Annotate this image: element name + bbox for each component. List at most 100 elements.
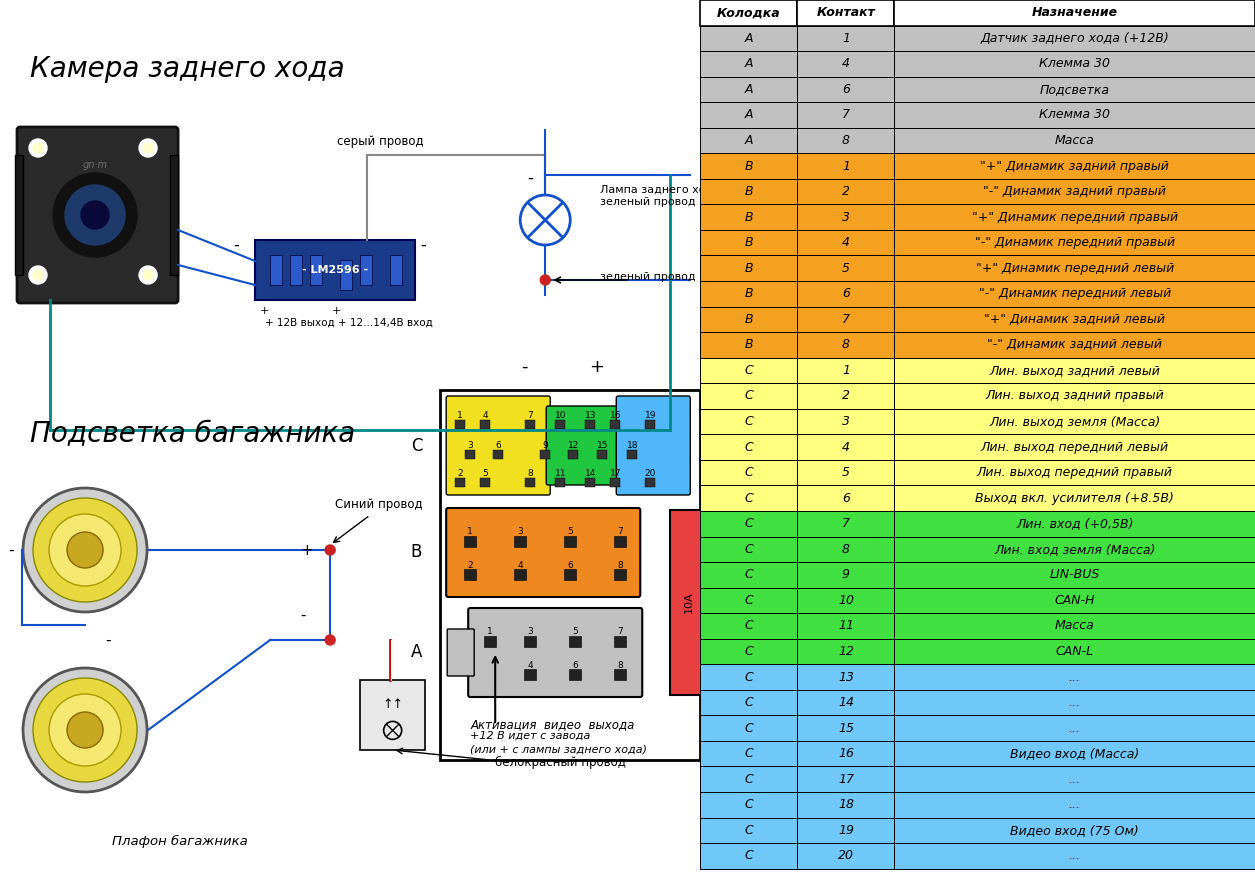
Text: gn·m: gn·m [83,160,108,170]
Text: серый провод: серый провод [336,135,423,148]
Bar [555,478,565,487]
FancyBboxPatch shape [447,508,640,597]
Text: A: A [410,643,422,661]
Bar [895,766,1255,792]
Bar [585,478,595,487]
Bar [700,843,797,869]
Circle shape [49,694,120,766]
Bar [390,255,402,285]
Bar [895,179,1255,204]
Text: Клемма 30: Клемма 30 [1039,108,1111,121]
Bar [570,669,581,680]
Bar [797,179,895,204]
Text: 9: 9 [842,568,850,581]
Bar [700,817,797,843]
FancyBboxPatch shape [616,396,690,495]
Bar [700,792,797,817]
Bar [797,792,895,817]
Text: A: A [744,134,753,147]
Text: C: C [744,670,753,684]
Bar [895,358,1255,383]
Bar [700,690,797,715]
Bar [797,332,895,358]
Text: B: B [744,160,753,173]
Bar [525,669,536,680]
Circle shape [325,545,335,555]
Text: ...: ... [1069,670,1081,684]
Text: A: A [744,108,753,121]
Circle shape [143,143,153,153]
Text: "-" Динамик передний левый: "-" Динамик передний левый [979,287,1171,300]
Text: 10А: 10А [684,592,694,614]
Text: 7: 7 [527,411,533,421]
Text: Активация  видео  выхода: Активация видео выхода [471,718,635,731]
Text: -: - [420,236,425,254]
Bar [526,420,535,429]
Text: B: B [744,313,753,326]
Bar [700,715,797,741]
FancyBboxPatch shape [468,608,643,697]
Bar [700,460,797,485]
Bar [797,613,895,639]
Text: 1: 1 [842,31,850,45]
Text: 4: 4 [842,441,850,454]
Text: -: - [521,358,527,376]
Bar [700,613,797,639]
Text: 5: 5 [842,262,850,275]
Circle shape [29,139,46,157]
Bar [464,536,476,547]
Text: C: C [744,747,753,760]
Text: +: + [589,358,604,376]
Bar [797,154,895,179]
Bar [466,450,476,459]
Text: белокрасный провод: белокрасный провод [496,755,626,768]
Bar [515,536,526,547]
Text: 1: 1 [842,364,850,377]
Text: ...: ... [1069,773,1081,786]
Text: 13: 13 [838,670,853,684]
Bar [895,485,1255,511]
Text: 4: 4 [482,411,488,421]
Text: 5: 5 [572,628,579,636]
Bar [493,450,503,459]
Text: C: C [744,364,753,377]
Text: ...: ... [1069,722,1081,734]
Text: 2: 2 [842,185,850,198]
Bar [797,537,895,562]
Text: 10: 10 [555,411,566,421]
Text: 4: 4 [842,58,850,71]
Circle shape [139,139,157,157]
Bar [569,450,579,459]
Text: Колодка: Колодка [717,6,781,19]
Text: Видео вход (Масса): Видео вход (Масса) [1010,747,1140,760]
Bar [895,332,1255,358]
Text: ...: ... [1069,849,1081,863]
Bar [700,358,797,383]
Bar [700,52,797,77]
Text: +: + [300,543,312,558]
Bar [700,639,797,664]
Bar [700,127,797,154]
Bar [797,0,895,25]
Bar [797,127,895,154]
Text: 20: 20 [838,849,853,863]
Bar [797,664,895,690]
Bar [797,306,895,332]
Text: 3: 3 [517,527,523,537]
Bar [340,260,353,290]
Text: C: C [744,543,753,556]
Bar [700,485,797,511]
Bar [585,420,595,429]
Bar [895,434,1255,460]
Bar [700,766,797,792]
Text: Масса: Масса [1055,134,1094,147]
Text: Назначение: Назначение [1032,6,1118,19]
Bar [700,256,797,281]
Text: 5: 5 [482,470,488,478]
Circle shape [65,185,126,245]
Text: C: C [744,389,753,402]
Text: C: C [744,798,753,811]
Bar [895,383,1255,409]
Text: - LM2596 -: - LM2596 - [302,265,368,275]
Circle shape [325,635,335,645]
